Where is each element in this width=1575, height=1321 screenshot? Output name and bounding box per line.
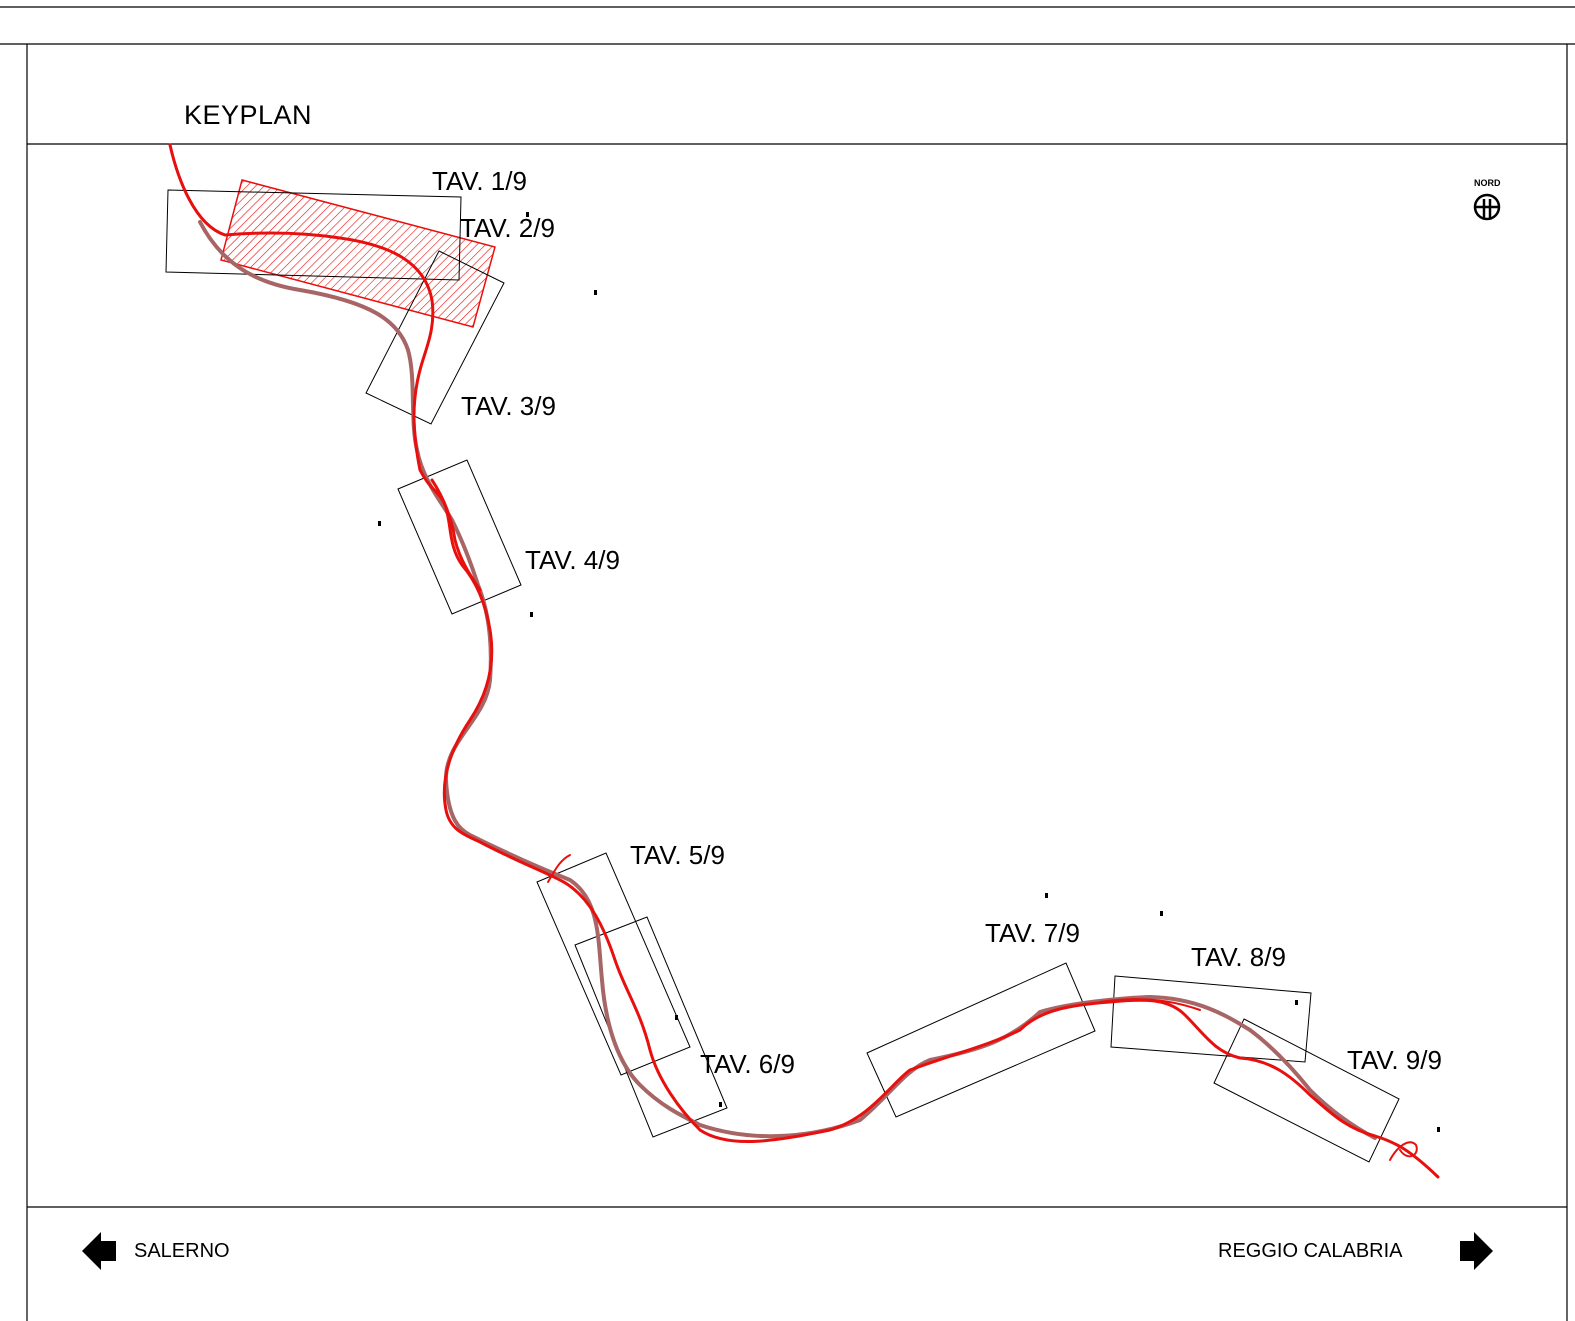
- sheet-frame-6[interactable]: [574, 916, 728, 1138]
- direction-left-label: SALERNO: [134, 1240, 230, 1262]
- sheet-frame-3[interactable]: [365, 250, 505, 425]
- arrow-left-icon: [82, 1232, 116, 1270]
- sheet-label-2[interactable]: TAV. 2/9: [460, 213, 555, 243]
- sheet-frame-8[interactable]: [1110, 975, 1312, 1063]
- sheet-label-3[interactable]: TAV. 3/9: [461, 391, 556, 421]
- sheet-frame-7[interactable]: [866, 962, 1096, 1118]
- direction-right-label: REGGIO CALABRIA: [1218, 1240, 1403, 1262]
- sheet-frame-4[interactable]: [397, 459, 522, 615]
- sheet-label-1[interactable]: TAV. 1/9: [432, 166, 527, 196]
- frame: [0, 6, 1575, 1321]
- sheet-frame-9[interactable]: [1213, 1018, 1400, 1163]
- sheet-label-9[interactable]: TAV. 9/9: [1347, 1045, 1442, 1075]
- sheet-frame-1[interactable]: [165, 189, 462, 281]
- existing-road: [198, 220, 1377, 1140]
- sheet-label-4[interactable]: TAV. 4/9: [525, 545, 620, 575]
- north-label: NORD: [1474, 178, 1501, 188]
- point-markers: [378, 212, 1440, 1132]
- sheet-label-6[interactable]: TAV. 6/9: [700, 1049, 795, 1079]
- arrow-right-icon: [1460, 1232, 1493, 1270]
- north-arrow-icon: [1473, 193, 1501, 221]
- sheet-label-8[interactable]: TAV. 8/9: [1191, 942, 1286, 972]
- sheet-label-5[interactable]: TAV. 5/9: [630, 840, 725, 870]
- keyplan-title: KEYPLAN: [184, 100, 313, 130]
- sheet-frame-5[interactable]: [536, 852, 691, 1076]
- sheet-label-7[interactable]: TAV. 7/9: [985, 918, 1080, 948]
- project-route: [168, 143, 1440, 1179]
